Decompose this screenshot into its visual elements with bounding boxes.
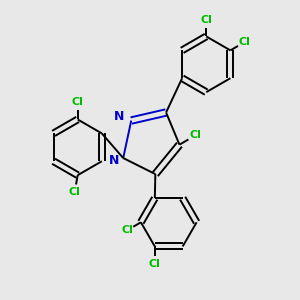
Text: N: N — [114, 110, 124, 123]
Text: Cl: Cl — [200, 15, 212, 26]
Text: Cl: Cl — [72, 97, 84, 107]
Text: Cl: Cl — [238, 37, 250, 47]
Text: N: N — [108, 154, 119, 167]
Text: Cl: Cl — [149, 259, 161, 269]
Text: Cl: Cl — [69, 187, 81, 197]
Text: Cl: Cl — [121, 225, 133, 236]
Text: Cl: Cl — [190, 130, 202, 140]
